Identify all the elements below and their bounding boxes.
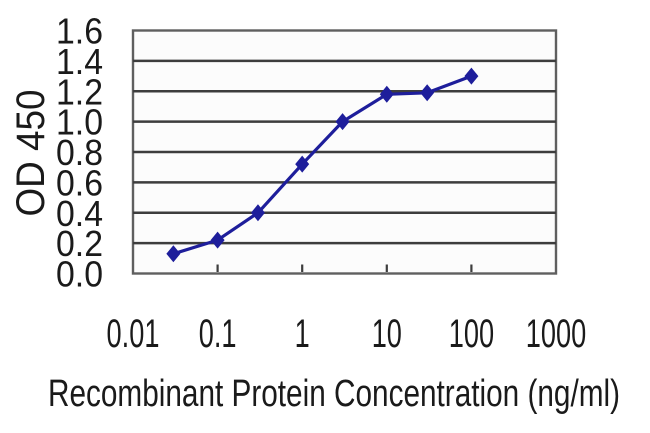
y-tick-label: 0.0 — [56, 254, 103, 295]
y-tick-label: 0.8 — [56, 132, 103, 173]
x-tick-label: 10 — [372, 312, 402, 356]
data-point-marker — [420, 84, 435, 102]
y-tick-label: 0.4 — [56, 193, 103, 234]
data-point-marker — [464, 67, 479, 85]
y-tick-label: 1.4 — [56, 41, 103, 82]
x-tick-label: 1000 — [526, 312, 587, 356]
data-point-marker — [379, 85, 394, 103]
data-point-marker — [250, 204, 265, 222]
data-point-marker — [210, 231, 225, 249]
x-tick-label: 100 — [449, 312, 494, 356]
x-tick-label: 1 — [295, 312, 310, 356]
data-point-marker — [335, 113, 350, 131]
x-tick-label: 0.01 — [107, 312, 160, 356]
x-tick-label: 0.1 — [199, 312, 237, 356]
data-point-marker — [166, 245, 181, 263]
y-tick-label: 1.6 — [56, 11, 103, 52]
y-tick-label: 0.6 — [56, 162, 103, 203]
y-tick-label: 0.2 — [56, 223, 103, 264]
y-axis-title: OD 450 — [9, 90, 53, 217]
y-tick-label: 1.0 — [56, 102, 103, 143]
x-axis-title: Recombinant Protein Concentration (ng/ml… — [48, 373, 620, 415]
data-point-marker — [295, 155, 310, 173]
y-tick-label: 1.2 — [56, 71, 103, 112]
